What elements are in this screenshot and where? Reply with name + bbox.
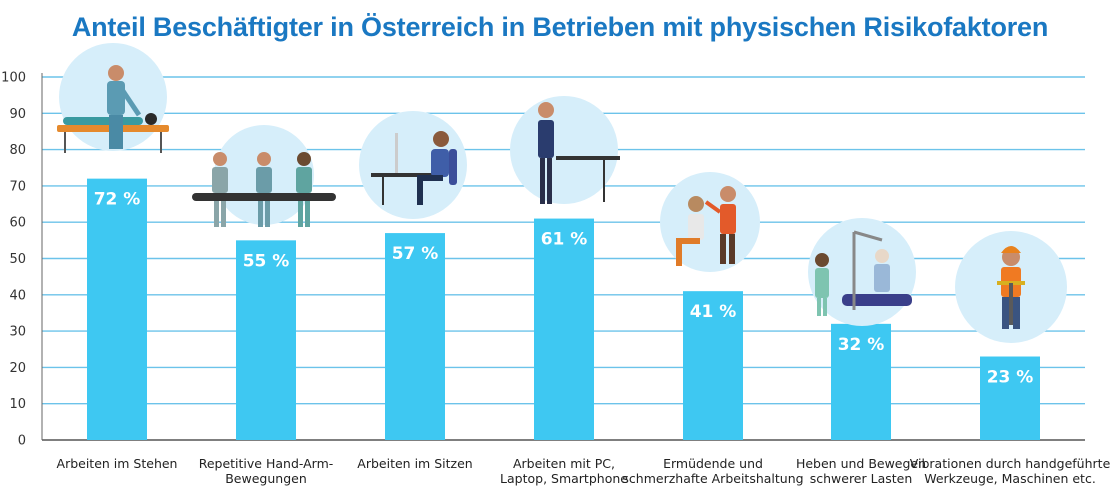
seated-desk-worker-icon xyxy=(359,111,467,219)
hairdresser-icon xyxy=(660,172,760,272)
y-tick-label: 0 xyxy=(18,434,26,449)
standing-desk-worker-icon xyxy=(510,96,620,204)
x-axis-labels: Arbeiten im Stehen Repetitive Hand-Arm-Be… xyxy=(57,456,1111,486)
bar xyxy=(980,356,1040,440)
x-tick-label: Arbeiten im Stehen xyxy=(57,456,178,471)
bar xyxy=(534,218,594,440)
bar xyxy=(683,291,743,440)
y-tick-label: 20 xyxy=(9,361,26,376)
x-tick-label: Repetitive Hand-Arm- xyxy=(199,456,334,471)
bar xyxy=(385,233,445,440)
y-axis-ticks: 0 10 20 30 40 50 60 70 80 90 100 xyxy=(1,71,26,449)
bars xyxy=(87,178,1040,440)
chart-title: Anteil Beschäftigter in Österreich in Be… xyxy=(71,12,1049,42)
data-label: 61 % xyxy=(541,230,588,250)
x-tick-label: schmerzhafte Arbeitshaltung xyxy=(622,471,803,486)
x-tick-label: Ermüdende und xyxy=(663,456,763,471)
x-tick-label: Bewegungen xyxy=(225,471,307,486)
patient-lift-caregiver-icon xyxy=(808,218,916,326)
y-tick-label: 100 xyxy=(1,71,26,86)
massage-therapist-icon xyxy=(57,43,169,153)
bar xyxy=(831,323,891,440)
x-tick-label: Heben und Bewegen xyxy=(796,456,926,471)
y-tick-label: 30 xyxy=(9,325,26,340)
x-tick-label: schwerer Lasten xyxy=(810,471,913,486)
data-labels: 72 % 55 % 57 % 61 % 41 % 32 % 23 % xyxy=(94,190,1034,388)
x-tick-label: Arbeiten mit PC, xyxy=(513,456,615,471)
y-tick-label: 70 xyxy=(9,179,26,194)
assembly-line-workers-icon xyxy=(192,125,336,227)
y-tick-label: 60 xyxy=(9,216,26,231)
bar xyxy=(236,240,296,440)
y-tick-label: 50 xyxy=(9,252,26,267)
data-label: 23 % xyxy=(987,368,1034,388)
illustrations xyxy=(57,43,1067,343)
data-label: 32 % xyxy=(838,335,885,355)
y-tick-label: 80 xyxy=(9,143,26,158)
jackhammer-worker-icon xyxy=(955,231,1067,343)
x-tick-label: Laptop, Smartphone xyxy=(500,471,628,486)
data-label: 41 % xyxy=(690,302,737,322)
x-tick-label: Werkzeuge, Maschinen etc. xyxy=(924,471,1096,486)
x-tick-label: Arbeiten im Sitzen xyxy=(357,456,472,471)
y-tick-label: 90 xyxy=(9,107,26,122)
y-tick-label: 40 xyxy=(9,288,26,303)
y-tick-label: 10 xyxy=(9,397,26,412)
data-label: 55 % xyxy=(243,251,290,271)
x-tick-label: Vibrationen durch handgeführte xyxy=(910,456,1111,471)
bar xyxy=(87,178,147,440)
data-label: 57 % xyxy=(392,244,439,264)
data-label: 72 % xyxy=(94,190,141,210)
